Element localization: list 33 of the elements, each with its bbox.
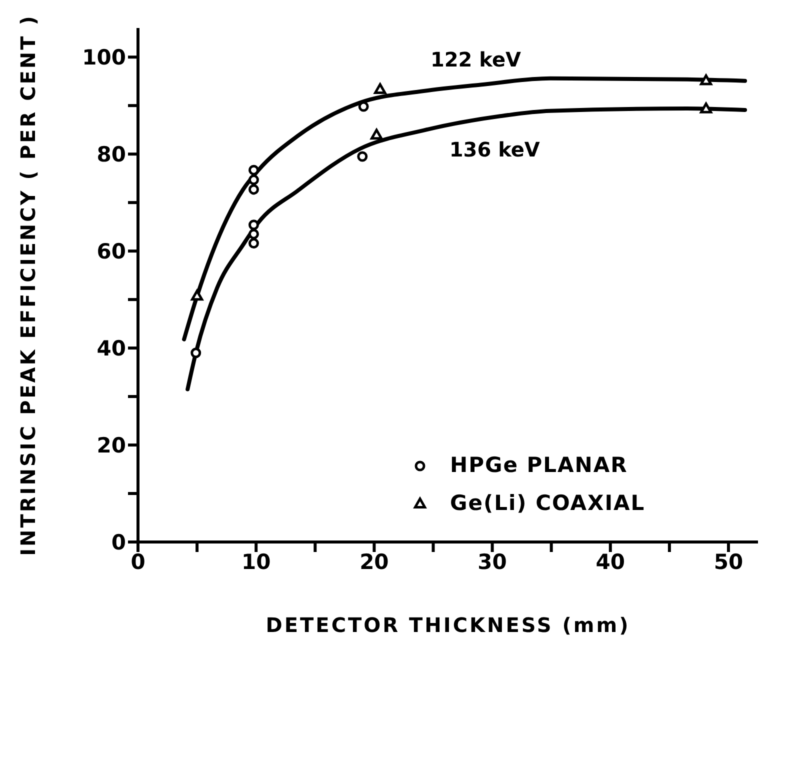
point xyxy=(248,184,259,195)
x-tick-label: 20 xyxy=(360,550,389,574)
x-tick-label: 30 xyxy=(478,550,507,574)
point xyxy=(700,102,712,114)
legend-label: HPGe PLANAR xyxy=(450,453,628,477)
point xyxy=(191,290,204,301)
x-axis-title: DETECTOR THICKNESS (mm) xyxy=(266,613,630,637)
x-tick-label: 50 xyxy=(714,550,744,574)
series-label: 122 keV xyxy=(430,48,522,72)
point xyxy=(248,228,259,240)
point xyxy=(248,220,259,230)
y-tick-label: 80 xyxy=(96,142,126,167)
x-tick-label: 0 xyxy=(130,550,146,574)
y-tick-label: 40 xyxy=(96,336,126,360)
point xyxy=(357,151,368,162)
y-tick-label: 0 xyxy=(111,530,126,554)
point xyxy=(700,74,712,86)
legend-label: Ge(Li) COAXIAL xyxy=(450,491,646,515)
y-tick-label: 20 xyxy=(96,433,126,458)
point xyxy=(374,83,386,94)
point xyxy=(248,164,259,176)
y-tick-label: 100 xyxy=(82,46,126,70)
x-tick-label: 10 xyxy=(241,550,271,574)
point xyxy=(248,238,259,249)
point xyxy=(190,348,202,358)
x-tick-label: 40 xyxy=(596,550,625,574)
line-series xyxy=(182,76,748,342)
y-axis-title: INTRINSIC PEAK EFFICIENCY ( PER CENT ) xyxy=(16,14,40,556)
point xyxy=(370,128,383,140)
point xyxy=(248,174,259,186)
series-label: 136 keV xyxy=(449,137,540,162)
point xyxy=(358,101,369,112)
y-tick-label: 60 xyxy=(96,240,126,264)
